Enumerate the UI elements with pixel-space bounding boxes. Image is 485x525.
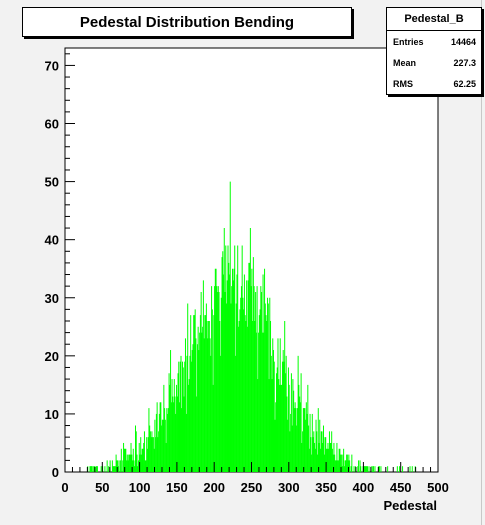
stats-histogram-name: Pedestal_B bbox=[387, 8, 481, 31]
chart-title-box: Pedestal Distribution Bending bbox=[22, 7, 352, 37]
x-tick-label: 500 bbox=[427, 480, 449, 495]
stats-rms-value: 62.25 bbox=[453, 78, 476, 89]
y-tick-label: 30 bbox=[45, 291, 59, 306]
chart-title: Pedestal Distribution Bending bbox=[79, 13, 295, 31]
axis-tick-labels: 0 50 100 150 200 250 300 350 400 450 500 0 10 20 30 40 5… bbox=[45, 58, 449, 495]
stats-rms-label: RMS bbox=[393, 78, 413, 89]
stats-entries-value: 14464 bbox=[450, 36, 476, 47]
y-tick-label: 0 bbox=[52, 465, 59, 480]
y-tick-label: 70 bbox=[45, 58, 59, 73]
stats-row-rms: RMS 62.25 bbox=[387, 73, 481, 94]
axis-ticks bbox=[64, 53, 439, 473]
x-tick-label: 300 bbox=[278, 480, 300, 495]
x-tick-label: 200 bbox=[203, 480, 225, 495]
y-tick-label: 40 bbox=[45, 233, 59, 248]
stats-mean-label: Mean bbox=[393, 57, 417, 68]
x-tick-label: 350 bbox=[315, 480, 337, 495]
x-tick-label: 250 bbox=[241, 480, 263, 495]
stats-mean-value: 227.3 bbox=[453, 57, 476, 68]
x-axis-title: Pedestal bbox=[384, 498, 437, 513]
y-tick-label: 50 bbox=[45, 175, 59, 190]
x-tick-label: 100 bbox=[129, 480, 151, 495]
stats-row-mean: Mean 227.3 bbox=[387, 52, 481, 73]
histogram-bars bbox=[87, 181, 416, 472]
y-tick-label: 60 bbox=[45, 117, 59, 132]
x-tick-label: 400 bbox=[353, 480, 375, 495]
x-tick-label: 150 bbox=[166, 480, 188, 495]
stats-box: Pedestal_B Entries 14464 Mean 227.3 RMS … bbox=[386, 7, 482, 95]
x-tick-label: 450 bbox=[390, 480, 412, 495]
y-tick-label: 10 bbox=[45, 407, 59, 422]
stats-row-entries: Entries 14464 bbox=[387, 31, 481, 52]
x-tick-label: 0 bbox=[61, 480, 68, 495]
y-tick-label: 20 bbox=[45, 349, 59, 364]
x-tick-label: 50 bbox=[95, 480, 109, 495]
stats-entries-label: Entries bbox=[393, 36, 424, 47]
